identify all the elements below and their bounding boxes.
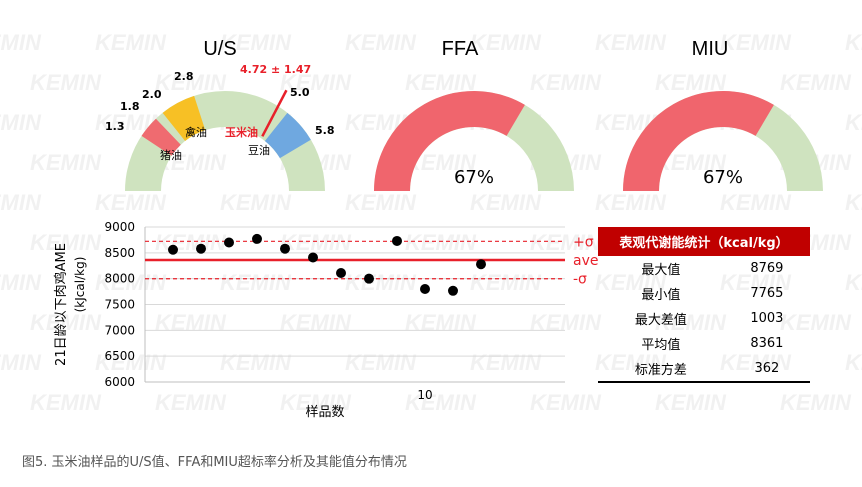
y-tick-label: 6500	[104, 349, 135, 363]
miu-gauge-value-arc	[623, 91, 774, 192]
watermark-text: KEMIN	[0, 350, 42, 375]
ffa-gauge: 67%	[374, 91, 574, 192]
ffa-gauge-value-label: 67%	[454, 167, 494, 188]
x-axis-label: 样品数	[305, 405, 344, 420]
us-label-poultry: 禽油	[185, 125, 207, 139]
us-gauge-title: U/S	[203, 38, 237, 60]
ffa-gauge-value-arc	[374, 91, 525, 192]
watermark-text: KEMIN	[30, 70, 102, 95]
chart-data-points	[168, 233, 486, 296]
watermark-text: KEMIN	[845, 270, 862, 295]
data-point	[196, 243, 206, 254]
table-row: 平均值 8361	[598, 331, 810, 356]
figure-caption: 图5. 玉米油样品的U/S值、FFA和MIU超标率分析及其能值分布情况	[22, 455, 407, 470]
watermark-text: KEMIN	[30, 150, 102, 175]
data-point	[364, 273, 374, 284]
table-row: 最小值 7765	[598, 281, 810, 306]
ame-scatter-chart: +σ ave -σ 6000 6500 7000 7500 8000 8500 9000 10 2…	[53, 220, 598, 420]
data-point	[448, 285, 458, 296]
watermark-text: KEMIN	[0, 30, 42, 55]
y-tick-label: 8500	[104, 246, 135, 260]
chart-tick-labels: 6000 6500 7000 7500 8000 8500 9000 10	[104, 220, 432, 402]
mean-label: ave	[573, 253, 598, 269]
stats-table-header: 表观代谢能统计（kcal/kg）	[598, 227, 810, 256]
data-point	[168, 244, 178, 255]
chart-gridlines	[145, 226, 565, 383]
watermark-text: KEMIN	[95, 30, 167, 55]
y-tick-label: 8000	[104, 272, 135, 286]
us-gauge-poultry-segment	[162, 95, 206, 142]
us-label-corn: 玉米油	[225, 125, 258, 139]
table-row: 最大差值 1003	[598, 306, 810, 331]
data-point	[336, 267, 346, 278]
stats-value: 8769	[750, 261, 784, 276]
y-tick-label: 9000	[104, 220, 135, 234]
watermark-text: KEMIN	[655, 390, 727, 415]
us-label-5.0: 5.0	[290, 86, 310, 99]
ame-statistics-table: 表观代谢能统计（kcal/kg） 最大值 8769 最小值 7765 最大差值 …	[598, 227, 810, 383]
miu-gauge: 67%	[623, 91, 823, 192]
minus-sigma-label: -σ	[573, 272, 587, 288]
stats-value: 8361	[750, 336, 784, 351]
us-label-soy: 豆油	[248, 143, 270, 157]
ffa-gauge-title: FFA	[441, 38, 479, 60]
data-point	[224, 237, 234, 248]
us-gauge-lard-segment	[141, 118, 182, 157]
y-axis-label: 21日龄以下肉鸡AME	[53, 243, 69, 366]
miu-gauge-value-label: 67%	[703, 167, 743, 188]
watermark-text: KEMIN	[0, 110, 42, 135]
table-row: 最大值 8769	[598, 256, 810, 281]
data-point	[476, 259, 486, 270]
us-label-5.8: 5.8	[315, 124, 335, 137]
us-label-2.8: 2.8	[174, 70, 194, 83]
watermark-text: KEMIN	[0, 270, 42, 295]
data-point	[252, 233, 262, 244]
data-point	[420, 284, 430, 294]
us-range-label: 4.72 ± 1.47	[240, 63, 311, 76]
stats-value: 7765	[750, 286, 784, 301]
stats-label: 最大值	[641, 263, 681, 278]
chart-axes	[144, 227, 565, 383]
us-gauge: 1.3 1.8 2.0 2.8 5.0 5.8 4.72 ± 1.47 禽油 猪…	[105, 63, 335, 192]
y-tick-label: 7000	[104, 323, 135, 337]
plus-sigma-label: +σ	[573, 234, 594, 250]
y-axis-unit-label: (kJcal/kg)	[73, 257, 87, 313]
table-row: 标准方差 362	[598, 356, 810, 383]
watermark-text: KEMIN	[845, 350, 862, 375]
us-label-2.0: 2.0	[142, 88, 162, 101]
us-gauge-background-arc	[125, 91, 325, 192]
stats-value: 362	[723, 356, 810, 383]
stats-label: 标准方差	[598, 356, 724, 383]
data-point	[392, 235, 402, 246]
watermark-text: KEMIN	[0, 190, 42, 215]
watermark-text: KEMIN	[780, 390, 852, 415]
data-point	[280, 243, 290, 254]
data-point	[308, 252, 318, 263]
watermark-text: KEMIN	[845, 30, 862, 55]
us-gauge-corn-needle	[261, 89, 288, 137]
x-tick-label: 10	[417, 388, 432, 402]
us-label-1.3: 1.3	[105, 120, 125, 133]
y-tick-label: 6000	[104, 375, 135, 389]
miu-gauge-title: MIU	[691, 38, 729, 60]
us-gauge-soy-segment	[264, 112, 311, 159]
us-label-lard: 猪油	[160, 148, 182, 162]
stats-value: 1003	[750, 311, 784, 326]
chart-reference-lines: +σ ave -σ	[145, 234, 598, 288]
stats-label: 最小值	[641, 288, 681, 303]
stats-label: 平均值	[641, 338, 681, 353]
stats-label: 最大差值	[634, 313, 687, 328]
us-label-1.8: 1.8	[120, 100, 140, 113]
y-tick-label: 7500	[104, 298, 135, 312]
